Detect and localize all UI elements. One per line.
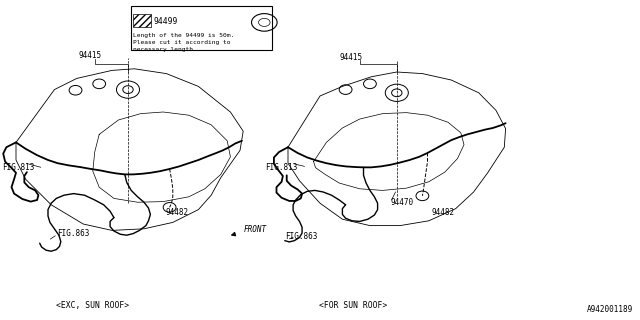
- Text: 94470: 94470: [390, 198, 413, 207]
- Text: 94482: 94482: [432, 208, 455, 217]
- Text: FIG.863: FIG.863: [58, 229, 90, 238]
- Text: <FOR SUN ROOF>: <FOR SUN ROOF>: [319, 301, 387, 310]
- Polygon shape: [16, 69, 243, 230]
- Polygon shape: [314, 113, 464, 190]
- Text: 94415: 94415: [339, 53, 362, 62]
- Text: FIG.863: FIG.863: [285, 232, 317, 241]
- Text: 94499: 94499: [154, 17, 178, 26]
- FancyBboxPatch shape: [133, 14, 151, 27]
- Polygon shape: [288, 72, 506, 226]
- Text: FRONT: FRONT: [243, 225, 266, 234]
- FancyBboxPatch shape: [131, 6, 272, 50]
- Text: FIG.813: FIG.813: [266, 163, 298, 172]
- Polygon shape: [93, 112, 230, 202]
- Text: 94482: 94482: [165, 208, 188, 217]
- Text: A942001189: A942001189: [588, 305, 634, 314]
- Text: <EXC, SUN ROOF>: <EXC, SUN ROOF>: [56, 301, 129, 310]
- Text: FIG.813: FIG.813: [3, 164, 35, 172]
- Text: Length of the 94499 is 50m.
Please cut it according to
necessary length.: Length of the 94499 is 50m. Please cut i…: [133, 33, 234, 52]
- Text: 94415: 94415: [78, 52, 101, 60]
